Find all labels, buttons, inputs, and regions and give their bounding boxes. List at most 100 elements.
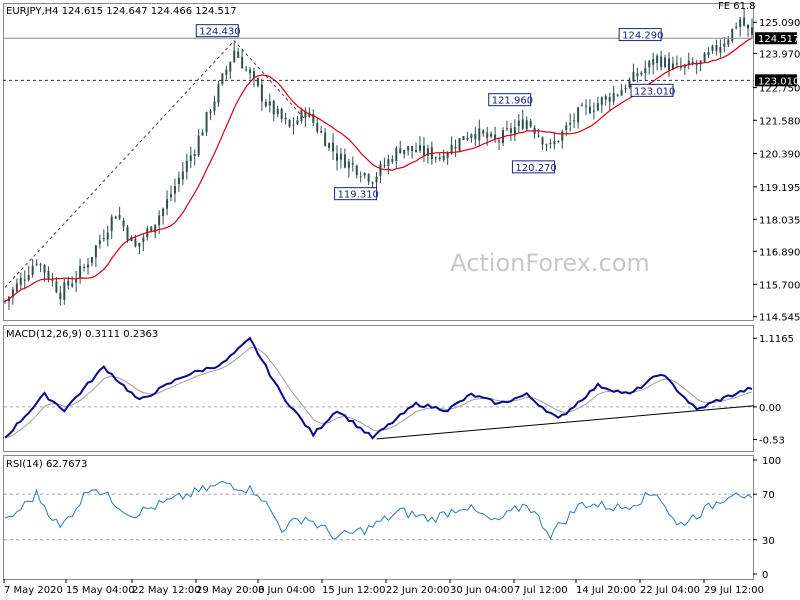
svg-text:124.430: 124.430	[199, 27, 240, 38]
candle	[600, 96, 603, 113]
candle	[415, 142, 418, 153]
svg-text:119.310: 119.310	[338, 190, 379, 201]
candle	[391, 155, 394, 165]
candle	[189, 146, 192, 169]
candle	[687, 52, 690, 70]
candle	[304, 107, 307, 128]
candle	[644, 60, 647, 81]
candle	[747, 24, 750, 37]
candle	[458, 137, 461, 153]
candle	[241, 48, 244, 69]
candle	[612, 85, 615, 105]
candle	[221, 72, 224, 86]
price-axis-label: 125.090	[759, 18, 800, 29]
candle	[628, 77, 631, 89]
candle	[197, 129, 200, 157]
candle	[592, 102, 595, 120]
candle	[355, 164, 358, 179]
candle	[545, 143, 548, 152]
candle	[245, 65, 248, 72]
candle	[4, 299, 6, 304]
candle	[328, 142, 331, 151]
price-tag-text: 124.517	[758, 34, 799, 45]
candle	[35, 259, 38, 267]
candle	[664, 54, 667, 69]
candle	[442, 149, 445, 163]
rsi-title: RSI(14) 62.7673	[6, 459, 87, 470]
candle	[675, 55, 678, 69]
candle	[731, 28, 734, 44]
candle	[264, 98, 267, 108]
rsi-panel-frame	[3, 455, 754, 580]
candle	[233, 41, 236, 63]
price-axis-label: 115.700	[759, 280, 800, 291]
candle	[711, 44, 714, 54]
candle	[185, 153, 188, 180]
candle	[513, 119, 516, 142]
candle	[707, 47, 710, 59]
candle	[280, 107, 283, 123]
macd-signal-line	[4, 346, 753, 439]
candle	[411, 145, 414, 159]
candle	[581, 102, 584, 107]
candle	[422, 136, 425, 163]
candle	[268, 93, 271, 113]
candle	[505, 120, 508, 132]
candle	[71, 276, 74, 288]
candle	[668, 52, 670, 77]
candle	[363, 172, 366, 179]
price-axis-label: 119.195	[759, 183, 800, 194]
candle	[260, 78, 263, 111]
candle	[324, 128, 327, 147]
candle	[743, 8, 746, 27]
candle	[482, 129, 485, 137]
candle	[573, 113, 576, 128]
candle	[419, 136, 421, 153]
svg-text:120.270: 120.270	[515, 163, 556, 174]
x-axis-label: 15 May 04:00	[66, 585, 135, 596]
candle	[399, 140, 402, 154]
price-axis-label: 121.580	[759, 116, 800, 127]
x-axis-label: 7 Jul 12:00	[514, 585, 568, 596]
candle	[478, 119, 481, 147]
candle	[466, 131, 469, 141]
candle	[569, 113, 572, 132]
candle	[209, 108, 212, 121]
macd-title: MACD(12,26,9) 0.3111 0.2363	[6, 329, 158, 340]
candle	[102, 229, 105, 242]
price-axis-label: 114.545	[759, 313, 800, 324]
candle	[395, 146, 398, 169]
price-axis-label: 120.390	[759, 150, 800, 161]
x-axis-label: 7 May 2020	[4, 585, 63, 596]
candle	[719, 39, 722, 58]
candle	[735, 22, 738, 30]
candle	[316, 117, 319, 134]
candle	[75, 270, 78, 292]
candle	[173, 178, 176, 203]
candle	[284, 112, 287, 125]
candle	[715, 39, 718, 56]
macd-line	[4, 336, 753, 440]
rsi-axis-label: 100	[762, 456, 781, 467]
candle	[703, 52, 706, 63]
candle	[727, 35, 730, 48]
candle	[23, 270, 26, 290]
candle	[640, 71, 643, 77]
svg-text:124.290: 124.290	[622, 31, 663, 42]
candle	[533, 125, 536, 139]
rsi-axis-label: 0	[762, 570, 768, 581]
candle	[162, 207, 165, 225]
candle	[620, 84, 623, 96]
candle	[739, 16, 742, 37]
x-axis-label: 30 Jun 04:00	[450, 585, 514, 596]
svg-text:121.960: 121.960	[492, 96, 533, 107]
candle	[249, 67, 252, 80]
price-tag-text: 123.010	[758, 76, 799, 87]
symbol-info: EURJPY,H4 124.615 124.647 124.466 124.51…	[6, 6, 237, 17]
candle	[367, 173, 370, 185]
rsi-axis-label: 30	[762, 536, 775, 547]
macd-axis-label: 1.1165	[759, 334, 794, 345]
candle	[90, 256, 93, 267]
price-tag	[755, 32, 797, 45]
candle	[379, 160, 382, 184]
